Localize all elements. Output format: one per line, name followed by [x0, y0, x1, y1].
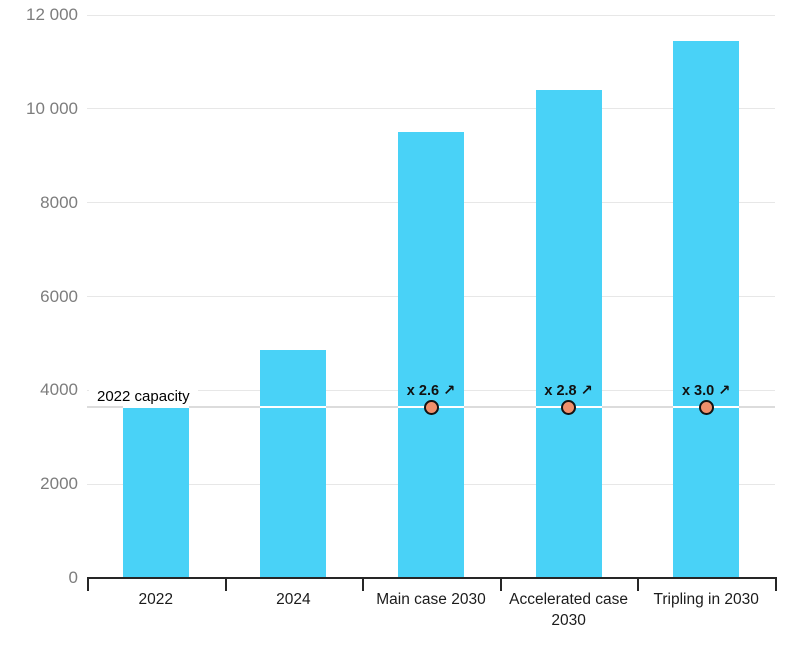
x-axis-tick — [775, 578, 777, 591]
x-axis-line — [87, 577, 777, 579]
multiplier-label: x 3.0 — [681, 382, 719, 399]
multiplier-label: x 2.6 — [406, 382, 444, 399]
x-axis-tick — [637, 578, 640, 591]
bar — [122, 406, 189, 578]
y-tick-label: 0 — [68, 568, 78, 587]
x-axis-tick — [224, 578, 227, 591]
bar — [260, 350, 327, 578]
bar-reference-highlight — [260, 405, 327, 408]
y-tick-label: 6000 — [40, 286, 78, 306]
multiplier-label: x 2.8 — [544, 382, 581, 399]
reference-dot — [561, 400, 577, 416]
bar — [535, 90, 602, 578]
x-tick-label: Tripling in 2030 — [653, 591, 759, 608]
arrow-up-right-icon: ↗ — [718, 382, 731, 399]
gridline — [87, 14, 775, 16]
y-tick-label: 2000 — [40, 474, 78, 494]
multiplier-annotation: x 2.8 ↗ — [544, 383, 592, 399]
y-tick-label: 8000 — [40, 192, 78, 212]
x-tick-label: Accelerated case 2030 — [509, 591, 629, 630]
x-axis-tick — [362, 578, 365, 591]
y-tick-label: 10 000 — [26, 98, 78, 118]
bar — [398, 132, 464, 578]
reference-dot — [698, 400, 714, 416]
arrow-up-right-icon: ↗ — [443, 382, 456, 399]
x-axis-tick — [499, 578, 502, 591]
y-tick-label: 12 000 — [26, 5, 78, 24]
gridline — [87, 108, 775, 110]
x-tick-label: Main case 2030 — [376, 591, 486, 608]
reference-line-label: 2022 capacity — [89, 387, 198, 406]
x-tick-label: 2022 — [138, 591, 174, 608]
x-axis-tick — [87, 578, 89, 591]
x-tick-label: 2024 — [276, 591, 311, 608]
bar-reference-highlight — [122, 405, 189, 408]
y-tick-label: 4000 — [40, 380, 78, 400]
reference-dot — [423, 400, 439, 416]
arrow-up-right-icon: ↗ — [580, 382, 593, 399]
bar — [673, 40, 740, 578]
multiplier-annotation: x 2.6 ↗ — [407, 383, 455, 399]
multiplier-annotation: x 3.0 ↗ — [682, 383, 730, 399]
